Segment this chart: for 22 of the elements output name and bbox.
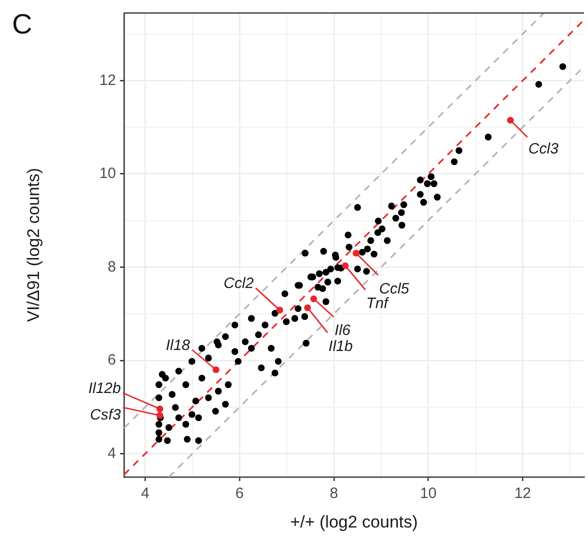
y-tick-label: 6 — [108, 352, 116, 369]
annotation: Il6 — [334, 322, 352, 340]
x-tick-label: 10 — [420, 485, 437, 502]
x-tick-label: 8 — [330, 485, 338, 502]
x-tick-label: 4 — [141, 485, 150, 502]
annotation: Il12b — [88, 380, 121, 398]
annotation: Ccl2 — [224, 275, 254, 292]
x-tick-label: 12 — [514, 485, 532, 502]
annotation: Csf3 — [90, 406, 122, 424]
x-axis-title: +/+ (log2 counts) — [290, 512, 418, 532]
y-axis-title: VI/Δ91 (log2 counts) — [24, 168, 43, 322]
y-tick-label: 10 — [99, 165, 116, 182]
y-tick-label: 8 — [108, 258, 116, 276]
annotation: Ccl3 — [528, 140, 560, 158]
annotation: Tnf — [366, 294, 390, 312]
y-tick-label: 12 — [99, 72, 116, 89]
annotation: Il1b — [328, 338, 353, 355]
annotation: Ccl5 — [379, 280, 410, 298]
text: C — [12, 8, 32, 40]
y-tick-label: 4 — [108, 444, 116, 462]
x-tick-label: 6 — [235, 485, 244, 502]
annotation: Il18 — [166, 336, 191, 354]
